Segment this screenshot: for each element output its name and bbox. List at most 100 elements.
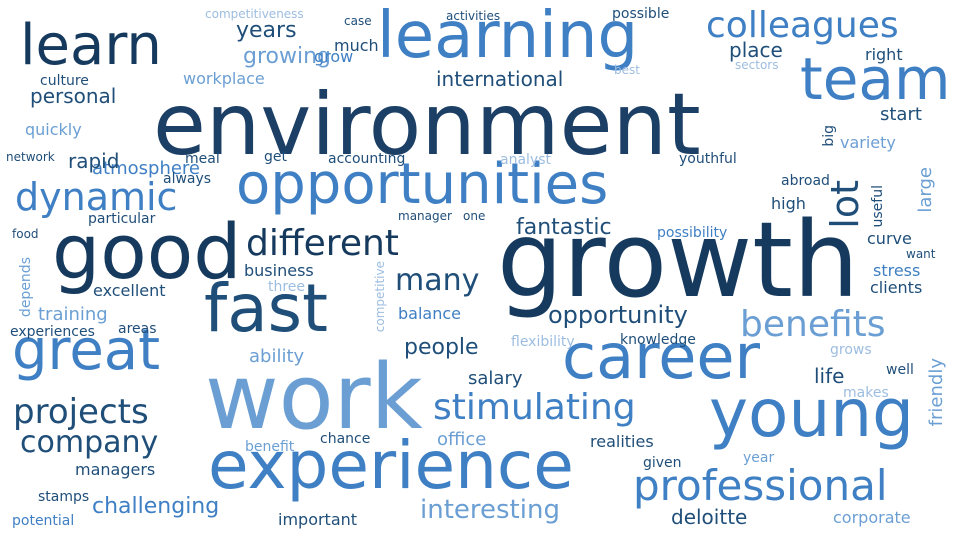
word-fantastic: fantastic [516,215,612,240]
word-competitiveness: competitiveness [205,7,304,21]
word-sectors: sectors [735,58,779,72]
word-three: three [268,279,306,295]
word-team: team [800,45,951,113]
word-work: work [205,345,423,450]
word-want: want [906,247,936,261]
word-place: place [729,38,783,62]
word-career: career [562,320,760,393]
word-possibility: possibility [657,225,728,241]
word-accounting: accounting [328,151,406,167]
word-opportunities: opportunities [236,152,609,217]
word-friendly: friendly [926,358,947,427]
word-network: network [6,150,55,164]
word-big: big [821,125,837,147]
word-lot: lot [823,180,867,229]
word-depends: depends [18,257,34,318]
word-learning: learning [377,0,639,73]
word-analyst: analyst [500,152,551,168]
word-culture: culture [40,73,89,89]
word-variety: variety [840,133,896,152]
word-youthful: youthful [679,151,737,167]
word-interesting: interesting [420,495,560,525]
word-areas: areas [118,321,157,337]
word-best: best [614,63,640,77]
word-workplace: workplace [183,69,265,88]
word-life: life [814,364,845,388]
word-useful: useful [870,185,886,228]
word-clients: clients [870,278,923,297]
word-benefit: benefit [245,439,295,455]
word-growing: growing [243,44,331,69]
word-competitive: competitive [373,261,387,333]
word-chance: chance [320,431,371,447]
word-abroad: abroad [781,173,830,189]
word-corporate: corporate [833,508,911,527]
word-stress: stress [873,261,921,280]
word-company: company [20,425,159,460]
word-salary: salary [468,368,523,389]
word-experiences: experiences [10,324,95,340]
word-international: international [436,67,564,91]
word-grows: grows [830,342,872,358]
word-personal: personal [30,84,117,108]
word-right: right [865,45,903,64]
word-balance: balance [398,304,461,323]
word-training: training [38,304,108,325]
word-years: years [236,18,297,43]
word-flexibility: flexibility [511,334,575,350]
word-learn: learn [20,13,162,78]
word-case: case [344,14,372,28]
word-managers: managers [75,460,156,479]
word-ability: ability [249,346,305,367]
word-challenging: challenging [92,494,220,519]
word-year: year [743,450,775,466]
word-opportunity: opportunity [548,301,688,329]
word-people: people [404,335,479,360]
word-growth: growth [497,199,859,321]
word-office: office [437,429,487,450]
word-potential: potential [12,513,75,529]
word-experience: experience [208,427,574,504]
word-curve: curve [867,229,912,248]
word-realities: realities [590,432,654,451]
word-meal: meal [185,151,220,167]
word-activities: activities [446,9,501,23]
word-dynamic: dynamic [15,175,178,219]
word-excellent: excellent [93,281,166,300]
word-manager: manager [398,209,452,223]
word-great: great [12,318,161,383]
word-environment: environment [153,75,701,175]
word-knowledge: knowledge [620,332,696,348]
word-well: well [886,362,914,378]
word-young: young [709,375,914,452]
word-given: given [643,455,682,471]
word-business: business [244,261,314,280]
word-one: one [463,209,486,223]
word-large: large [915,167,936,213]
word-benefits: benefits [740,304,886,345]
word-start: start [880,104,922,125]
word-stimulating: stimulating [433,387,636,428]
word-high: high [771,194,806,213]
word-professional: professional [633,461,888,510]
word-projects: projects [13,392,149,432]
word-rapid: rapid [68,149,120,173]
word-colleagues: colleagues [706,5,899,46]
word-deloitte: deloitte [671,505,748,529]
word-get: get [264,149,287,165]
word-good: good [52,207,242,296]
word-food: food [12,227,39,241]
word-always: always [163,171,212,187]
word-quickly: quickly [25,120,82,139]
word-atmosphere: atmosphere [92,158,200,179]
word-particular: particular [88,211,156,227]
word-stamps: stamps [38,489,90,505]
word-many: many [395,263,480,298]
word-grow: grow [314,47,354,66]
word-possible: possible [612,6,670,22]
word-much: much [334,36,379,55]
word-important: important [278,510,358,529]
word-different: different [246,223,399,264]
word-makes: makes [843,385,889,401]
